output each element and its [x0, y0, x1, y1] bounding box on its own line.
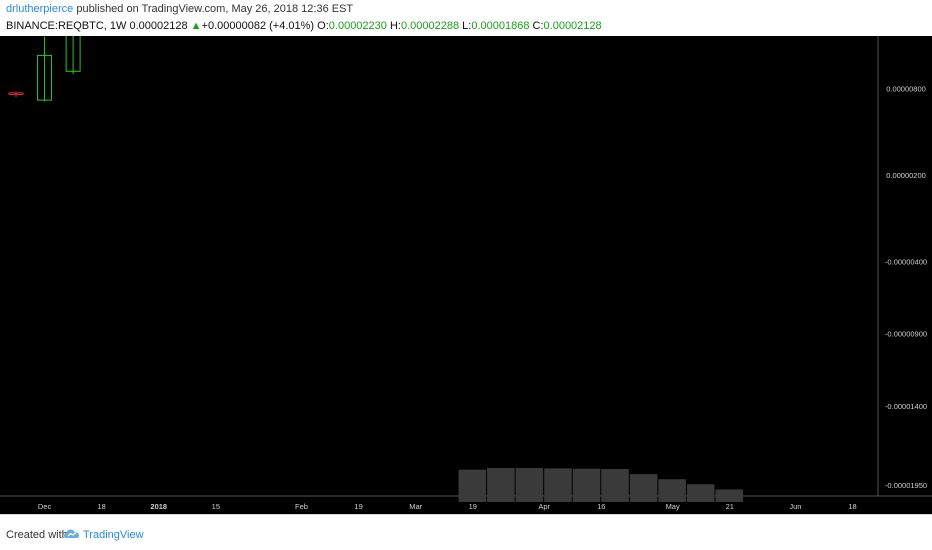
candlestick-chart[interactable]: 0.00005306 (284.25%) 53060.000071750.000… — [0, 0, 932, 514]
volume-bar — [572, 468, 601, 502]
tradingview-link[interactable]: TradingView — [83, 529, 144, 541]
time-tick-label: 18 — [97, 502, 105, 511]
volume-bar — [715, 489, 744, 502]
price-change: +0.00000082 (+4.01%) — [201, 20, 315, 32]
chart-area[interactable]: 0.00005306 (284.25%) 53060.000071750.000… — [0, 0, 932, 514]
volume-bar — [629, 474, 658, 502]
symbol-label: BINANCE:REQBTC, 1W — [6, 20, 127, 32]
price-tick-label: -0.00000900 — [885, 330, 927, 339]
time-tick-label: Apr — [538, 502, 550, 511]
published-text: published on TradingView.com, May 26, 20… — [76, 3, 354, 15]
time-tick-label: 16 — [597, 502, 605, 511]
high-value: 0.00002288 — [400, 20, 460, 32]
volume-bar — [601, 469, 629, 502]
volume-bar — [515, 468, 544, 502]
time-tick-label: 21 — [726, 502, 734, 511]
ohlc-legend: BINANCE:REQBTC, 1W 0.00002128 ▲+0.000000… — [6, 20, 602, 32]
volume-bar — [544, 468, 572, 502]
low-label: L: — [462, 20, 472, 32]
time-tick-label: 18 — [848, 502, 856, 511]
volume-bar — [487, 468, 515, 502]
price-tick-label: -0.00001950 — [885, 481, 927, 490]
open-label: O: — [317, 20, 329, 32]
time-tick-label: 2018 — [150, 502, 167, 511]
low-value: 0.00001868 — [471, 20, 530, 32]
time-tick-label: Mar — [409, 502, 422, 511]
time-tick-label: 15 — [212, 502, 220, 511]
high-label: H: — [389, 20, 401, 32]
time-tick-label: Jun — [789, 502, 801, 511]
close-label: C: — [532, 20, 544, 32]
time-tick-label: 19 — [354, 502, 362, 511]
volume-bar — [458, 469, 487, 502]
up-arrow-icon: ▲ — [190, 20, 202, 32]
chart-header: drlutherpierce published on TradingView.… — [0, 0, 932, 36]
footer: Created with TradingView — [0, 514, 932, 550]
last-price: 0.00002128 — [129, 20, 188, 32]
tradingview-cloud-icon[interactable] — [63, 524, 81, 544]
publish-line: drlutherpierce published on TradingView.… — [6, 3, 353, 15]
time-tick-label: Dec — [38, 502, 52, 511]
created-with-text: Created with — [6, 529, 68, 541]
price-tick-label: -0.00001400 — [885, 402, 927, 411]
close-value: 0.00002128 — [543, 20, 602, 32]
volume-bar — [658, 479, 686, 502]
candle-body — [8, 92, 24, 95]
time-tick-label: May — [666, 502, 680, 511]
candle-body — [37, 54, 53, 101]
price-tick-label: 0.00000800 — [886, 85, 926, 94]
time-tick-label: 19 — [469, 502, 477, 511]
price-tick-label: -0.00000400 — [885, 258, 927, 267]
time-tick-label: Feb — [295, 502, 308, 511]
author-link[interactable]: drlutherpierce — [6, 3, 74, 15]
price-tick-label: 0.00000200 — [886, 171, 926, 180]
open-value: 0.00002230 — [328, 20, 387, 32]
volume-bar — [686, 484, 715, 502]
